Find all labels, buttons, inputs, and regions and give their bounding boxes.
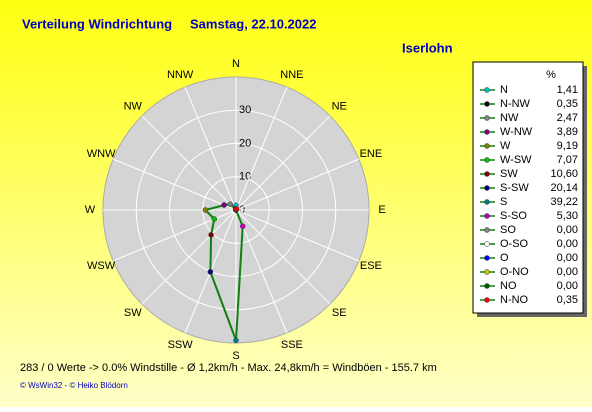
data-point xyxy=(233,337,239,344)
direction-label: NE xyxy=(332,101,347,113)
chart-title: Verteilung Windrichtung xyxy=(22,16,172,31)
spoke xyxy=(184,86,237,211)
legend-label: N-NW xyxy=(500,98,531,110)
legend-marker xyxy=(484,157,490,163)
legend-label: N xyxy=(500,84,508,96)
legend-label: N-NO xyxy=(500,294,529,306)
legend-label: NO xyxy=(500,280,517,292)
legend-marker xyxy=(484,283,490,289)
direction-label: ENE xyxy=(360,148,383,160)
data-point xyxy=(202,207,209,213)
spoke xyxy=(235,86,288,211)
spoke xyxy=(112,158,237,211)
direction-label: SE xyxy=(332,307,347,319)
direction-label: WNW xyxy=(87,148,116,160)
spoke xyxy=(235,209,331,305)
legend-label: S-SW xyxy=(500,182,529,194)
legend-marker xyxy=(484,143,490,149)
spoke xyxy=(235,158,360,211)
direction-label: S xyxy=(232,350,239,362)
legend-marker xyxy=(484,115,490,121)
data-point xyxy=(239,223,246,230)
legend-value: 1,41 xyxy=(557,84,578,96)
chart-subtitle: Samstag, 22.10.2022 xyxy=(190,16,316,31)
legend-marker xyxy=(484,171,490,177)
data-point xyxy=(221,202,227,208)
legend-marker xyxy=(484,101,490,107)
legend-label: W xyxy=(500,140,511,152)
legend-marker xyxy=(484,213,490,219)
data-point xyxy=(211,216,218,222)
direction-label: NNE xyxy=(280,69,303,81)
direction-label: SSE xyxy=(281,339,303,351)
legend-value: 20,14 xyxy=(550,182,578,194)
legend-value: 0,00 xyxy=(557,280,578,292)
spoke xyxy=(235,209,288,334)
legend-value: 0,00 xyxy=(557,266,578,278)
legend-value: 3,89 xyxy=(557,126,578,138)
direction-label: ESE xyxy=(360,260,382,272)
legend-label: NW xyxy=(500,112,519,124)
legend-label: SW xyxy=(500,168,518,180)
data-point xyxy=(207,269,214,275)
legend-label: O-SO xyxy=(500,238,529,250)
legend-value: 5,30 xyxy=(557,210,578,222)
r-tick-label: 30 xyxy=(239,104,251,116)
spoke xyxy=(141,209,237,305)
r-tick-label: 20 xyxy=(239,137,251,149)
legend-marker xyxy=(484,227,490,233)
footer: 283 / 0 Werte -> 0.0% Windstille - Ø 1,2… xyxy=(20,362,437,374)
legend-value: 0,00 xyxy=(557,238,578,250)
credits: © WsWin32 - © Heiko Blödorn xyxy=(20,381,128,390)
data-point xyxy=(227,201,233,207)
direction-label: SSW xyxy=(168,339,194,351)
legend-label: S xyxy=(500,196,507,208)
direction-label: SW xyxy=(124,307,142,319)
legend-value: 0,35 xyxy=(557,98,578,110)
legend-value: 7,07 xyxy=(557,154,578,166)
legend-value: 2,47 xyxy=(557,112,578,124)
location: Iserlohn xyxy=(402,40,453,55)
legend-value: 0,00 xyxy=(557,252,578,264)
legend-value: 39,22 xyxy=(550,196,578,208)
legend-label: SO xyxy=(500,224,516,236)
legend-value: 0,35 xyxy=(557,294,578,306)
direction-label: WSW xyxy=(87,260,116,272)
direction-label: W xyxy=(85,204,96,216)
legend-marker xyxy=(484,241,490,247)
legend-label: O-NO xyxy=(500,266,529,278)
legend-value: 0,00 xyxy=(557,224,578,236)
legend-marker xyxy=(484,87,490,93)
legend-marker xyxy=(484,185,490,191)
direction-label: E xyxy=(378,204,385,216)
data-point xyxy=(208,232,214,238)
legend-marker xyxy=(484,199,490,205)
legend-label: S-SO xyxy=(500,210,527,222)
legend-value: 10,60 xyxy=(550,168,578,180)
legend-marker xyxy=(484,255,490,261)
direction-label: N xyxy=(232,58,240,70)
spoke xyxy=(235,209,360,262)
legend-label: W-SW xyxy=(500,154,532,166)
direction-label: NNW xyxy=(167,69,194,81)
legend-label: W-NW xyxy=(500,126,533,138)
spoke xyxy=(235,115,331,211)
legend-value: 9,19 xyxy=(557,140,578,152)
legend-marker xyxy=(484,269,490,275)
direction-label: NW xyxy=(124,101,143,113)
data-point xyxy=(233,206,240,212)
legend-marker xyxy=(484,297,490,303)
legend-label: O xyxy=(500,252,509,264)
legend-marker xyxy=(484,129,490,135)
spoke xyxy=(141,115,237,211)
legend-header: % xyxy=(546,69,556,81)
